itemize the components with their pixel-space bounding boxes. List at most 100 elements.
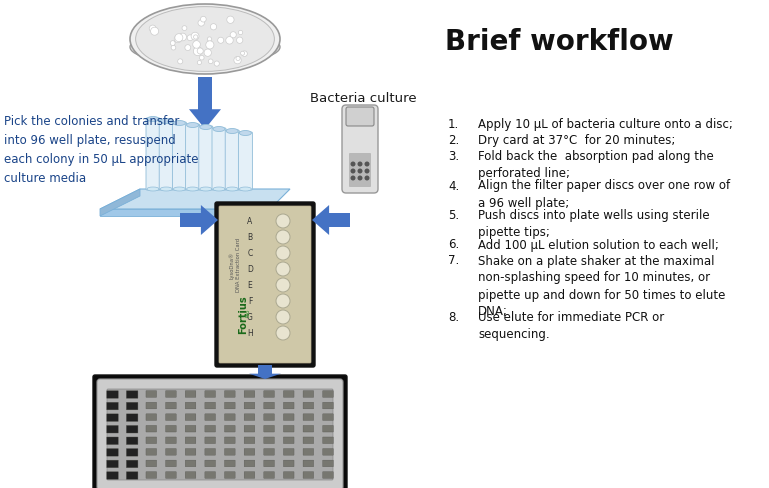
Text: 6.: 6. bbox=[448, 238, 459, 251]
Circle shape bbox=[201, 17, 206, 23]
FancyBboxPatch shape bbox=[244, 426, 255, 432]
Circle shape bbox=[187, 36, 193, 41]
FancyBboxPatch shape bbox=[126, 460, 138, 468]
FancyBboxPatch shape bbox=[205, 426, 215, 432]
FancyBboxPatch shape bbox=[303, 437, 314, 444]
FancyBboxPatch shape bbox=[284, 448, 294, 455]
Text: E: E bbox=[248, 281, 252, 290]
FancyBboxPatch shape bbox=[264, 414, 275, 421]
FancyBboxPatch shape bbox=[303, 448, 314, 455]
FancyBboxPatch shape bbox=[323, 426, 333, 432]
Ellipse shape bbox=[173, 187, 185, 192]
FancyBboxPatch shape bbox=[323, 391, 333, 398]
Circle shape bbox=[276, 310, 290, 325]
Ellipse shape bbox=[160, 119, 172, 124]
FancyBboxPatch shape bbox=[264, 391, 275, 398]
Circle shape bbox=[351, 162, 355, 167]
FancyBboxPatch shape bbox=[126, 472, 138, 479]
FancyBboxPatch shape bbox=[225, 403, 235, 409]
FancyBboxPatch shape bbox=[107, 460, 118, 468]
Circle shape bbox=[358, 176, 362, 181]
Circle shape bbox=[234, 58, 241, 65]
Circle shape bbox=[194, 36, 198, 40]
FancyBboxPatch shape bbox=[126, 414, 138, 422]
Ellipse shape bbox=[213, 187, 225, 192]
Text: 5.: 5. bbox=[448, 208, 459, 222]
Polygon shape bbox=[189, 78, 221, 130]
FancyBboxPatch shape bbox=[172, 123, 186, 191]
Ellipse shape bbox=[130, 5, 280, 75]
FancyBboxPatch shape bbox=[185, 448, 196, 455]
Circle shape bbox=[206, 42, 214, 50]
Polygon shape bbox=[100, 209, 270, 217]
Circle shape bbox=[191, 33, 199, 41]
Text: 8.: 8. bbox=[448, 310, 459, 324]
FancyBboxPatch shape bbox=[126, 391, 138, 399]
Circle shape bbox=[358, 162, 362, 167]
Circle shape bbox=[276, 294, 290, 308]
FancyBboxPatch shape bbox=[93, 375, 347, 488]
FancyBboxPatch shape bbox=[303, 460, 314, 467]
Polygon shape bbox=[249, 365, 281, 379]
Text: F: F bbox=[248, 297, 252, 306]
Ellipse shape bbox=[160, 187, 172, 192]
Polygon shape bbox=[100, 190, 140, 217]
Circle shape bbox=[276, 326, 290, 340]
FancyBboxPatch shape bbox=[205, 472, 215, 478]
Ellipse shape bbox=[239, 131, 251, 136]
Circle shape bbox=[241, 52, 245, 56]
Ellipse shape bbox=[147, 117, 159, 122]
FancyBboxPatch shape bbox=[185, 426, 196, 432]
FancyBboxPatch shape bbox=[323, 437, 333, 444]
FancyBboxPatch shape bbox=[264, 437, 275, 444]
FancyBboxPatch shape bbox=[238, 133, 252, 191]
FancyBboxPatch shape bbox=[146, 437, 157, 444]
Text: Add 100 μL elution solution to each well;: Add 100 μL elution solution to each well… bbox=[478, 238, 719, 251]
Circle shape bbox=[211, 24, 217, 31]
FancyBboxPatch shape bbox=[146, 472, 157, 478]
Text: Fortius: Fortius bbox=[238, 295, 248, 334]
FancyBboxPatch shape bbox=[244, 472, 255, 478]
FancyBboxPatch shape bbox=[146, 426, 157, 432]
FancyBboxPatch shape bbox=[225, 391, 235, 398]
Ellipse shape bbox=[213, 127, 225, 132]
Ellipse shape bbox=[200, 187, 211, 192]
FancyBboxPatch shape bbox=[107, 426, 118, 433]
FancyBboxPatch shape bbox=[107, 448, 118, 456]
FancyBboxPatch shape bbox=[185, 125, 200, 191]
Circle shape bbox=[276, 246, 290, 261]
FancyBboxPatch shape bbox=[107, 437, 118, 445]
Text: Dry card at 37°C  for 20 minutes;: Dry card at 37°C for 20 minutes; bbox=[478, 134, 675, 147]
Text: A: A bbox=[248, 217, 253, 226]
Circle shape bbox=[171, 46, 176, 51]
FancyBboxPatch shape bbox=[284, 403, 294, 409]
Text: 3.: 3. bbox=[448, 150, 459, 163]
Circle shape bbox=[365, 176, 369, 181]
Polygon shape bbox=[312, 205, 350, 236]
Circle shape bbox=[175, 36, 181, 43]
FancyBboxPatch shape bbox=[323, 414, 333, 421]
FancyBboxPatch shape bbox=[205, 448, 215, 455]
Text: Align the filter paper discs over one row of
a 96 well plate;: Align the filter paper discs over one ro… bbox=[478, 179, 730, 209]
FancyBboxPatch shape bbox=[185, 414, 196, 421]
Ellipse shape bbox=[187, 123, 198, 128]
Circle shape bbox=[208, 38, 211, 42]
FancyBboxPatch shape bbox=[264, 426, 275, 432]
Ellipse shape bbox=[147, 187, 159, 192]
Ellipse shape bbox=[226, 187, 238, 192]
FancyBboxPatch shape bbox=[264, 472, 275, 478]
Text: LysoDna®
DNA Extraction Card: LysoDna® DNA Extraction Card bbox=[229, 238, 241, 291]
Circle shape bbox=[218, 38, 224, 44]
Circle shape bbox=[237, 38, 243, 44]
FancyBboxPatch shape bbox=[284, 414, 294, 421]
FancyBboxPatch shape bbox=[107, 389, 333, 480]
Circle shape bbox=[175, 35, 183, 42]
FancyBboxPatch shape bbox=[349, 154, 371, 187]
FancyBboxPatch shape bbox=[244, 460, 255, 467]
Text: Bio: Bio bbox=[245, 308, 251, 317]
FancyBboxPatch shape bbox=[146, 391, 157, 398]
Circle shape bbox=[182, 27, 187, 31]
Circle shape bbox=[178, 34, 186, 42]
FancyBboxPatch shape bbox=[244, 414, 255, 421]
Text: H: H bbox=[247, 329, 253, 338]
